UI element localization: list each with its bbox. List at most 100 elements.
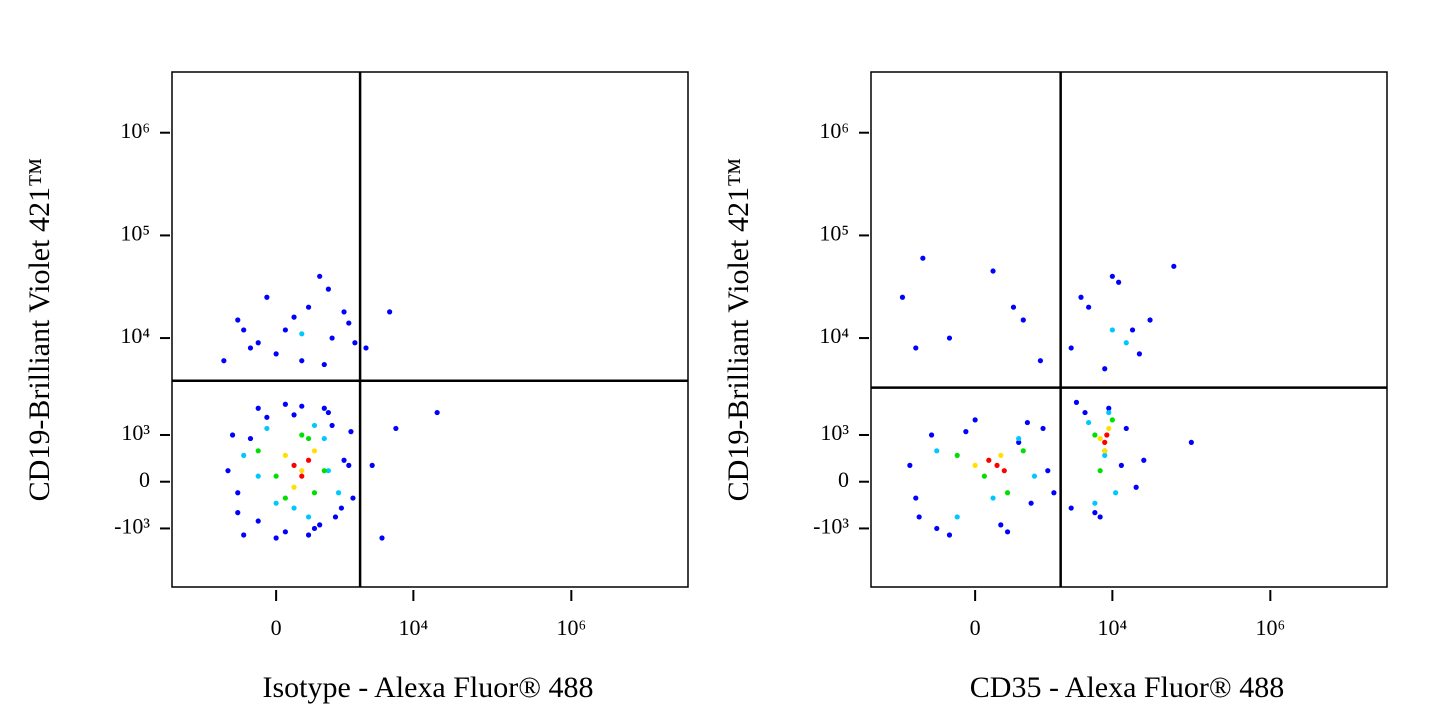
event-dot (273, 500, 279, 506)
event-dot (434, 409, 440, 416)
event-dot (282, 452, 288, 458)
y-tick-label: 0 (139, 467, 150, 492)
y-tick-label: 10⁶ (120, 118, 150, 143)
event-dot (1136, 351, 1143, 357)
event-dot (255, 518, 261, 524)
event-dot (321, 468, 327, 474)
event-dot (1020, 317, 1026, 323)
y-tick-label: 10³ (820, 420, 849, 445)
event-dot (282, 401, 288, 407)
plot-frame (870, 71, 1388, 588)
event-dot (1092, 432, 1098, 438)
x-axis-label: CD35 - Alexa Fluor® 488 (970, 671, 1284, 704)
event-dot (311, 525, 318, 532)
event-dot (1004, 529, 1011, 535)
event-dot (972, 417, 978, 423)
event-dot (291, 314, 297, 320)
event-dot (1113, 490, 1119, 496)
event-dot (299, 468, 305, 474)
y-tick-label: -10³ (813, 513, 849, 538)
event-dot (247, 435, 254, 442)
event-dot (1045, 468, 1051, 474)
event-dot (317, 273, 323, 279)
event-dot (273, 535, 279, 541)
event-dot (379, 535, 385, 541)
event-dot (348, 429, 354, 435)
y-axis-label: CD19-Brilliant Violet 421™ (23, 158, 56, 502)
event-dot (341, 457, 347, 463)
event-dot (1171, 263, 1177, 269)
event-dot (346, 320, 352, 326)
event-dot (1073, 399, 1080, 405)
event-dot (1109, 417, 1115, 423)
event-dot (241, 452, 247, 458)
x-tick-label: 10⁴ (1098, 615, 1128, 640)
event-dot (1102, 366, 1108, 372)
event-dot (899, 294, 906, 300)
event-dot (1116, 279, 1122, 285)
plot: 0 10⁴ 10⁶ -10³ 0 10³ 10⁴ 10⁵ 10⁶ Isotype - Alexa … (23, 71, 689, 704)
y-axis-label: CD19-Brilliant Violet 421™ (722, 158, 755, 502)
event-dot (282, 495, 288, 501)
event-dot (963, 429, 969, 435)
event-dot (329, 422, 335, 429)
event-dot (1097, 514, 1103, 520)
event-dot (954, 452, 960, 458)
event-dot (317, 522, 323, 528)
event-dot (1133, 484, 1139, 490)
points (899, 255, 1194, 538)
event-dot (311, 422, 318, 429)
event-dot (913, 495, 919, 501)
event-dot (255, 448, 261, 454)
event-dot (325, 409, 331, 416)
event-dot (954, 514, 960, 520)
event-dot (946, 335, 953, 341)
event-dot (1092, 500, 1098, 506)
event-dot (311, 490, 318, 496)
event-dot (241, 327, 247, 333)
event-dot (338, 505, 345, 511)
event-dot (1078, 294, 1084, 300)
event-dot (994, 462, 1000, 468)
event-dot (1123, 425, 1129, 432)
event-dot (325, 468, 331, 474)
event-dot (264, 414, 270, 420)
event-dot (387, 309, 393, 315)
x-tick-label: 0 (970, 615, 981, 640)
event-dot (1109, 327, 1115, 333)
event-dot (305, 435, 312, 442)
event-dot (1097, 435, 1103, 442)
event-dot (321, 405, 327, 411)
event-dot (1102, 439, 1108, 445)
event-dot (1104, 432, 1110, 438)
event-dot (363, 345, 369, 351)
event-dot (1040, 425, 1046, 432)
event-dot (1037, 358, 1044, 364)
y-tick-label: 10⁵ (120, 220, 150, 245)
event-dot (1102, 448, 1108, 454)
event-dot (1068, 505, 1074, 511)
event-dot (1102, 452, 1108, 458)
event-dot (1086, 304, 1092, 310)
y-tick-label: -10³ (114, 513, 150, 538)
event-dot (255, 473, 261, 479)
event-dot (299, 403, 305, 409)
event-dot (1016, 435, 1022, 442)
event-dot (225, 468, 231, 474)
x-tick-label: 10⁴ (399, 615, 429, 640)
x-axis-label: Isotype - Alexa Fluor® 488 (262, 671, 593, 704)
event-dot (920, 255, 926, 261)
y-tick-label: 10⁶ (819, 118, 849, 143)
event-dot (1051, 490, 1057, 496)
event-dot (350, 495, 356, 501)
event-dot (998, 522, 1004, 528)
event-dot (299, 331, 305, 337)
event-dot (229, 432, 236, 438)
event-dot (998, 452, 1004, 458)
event-dot (990, 495, 996, 501)
event-dot (907, 462, 913, 468)
event-dot (981, 473, 987, 479)
event-dot (299, 432, 305, 438)
event-dot (1106, 425, 1112, 432)
